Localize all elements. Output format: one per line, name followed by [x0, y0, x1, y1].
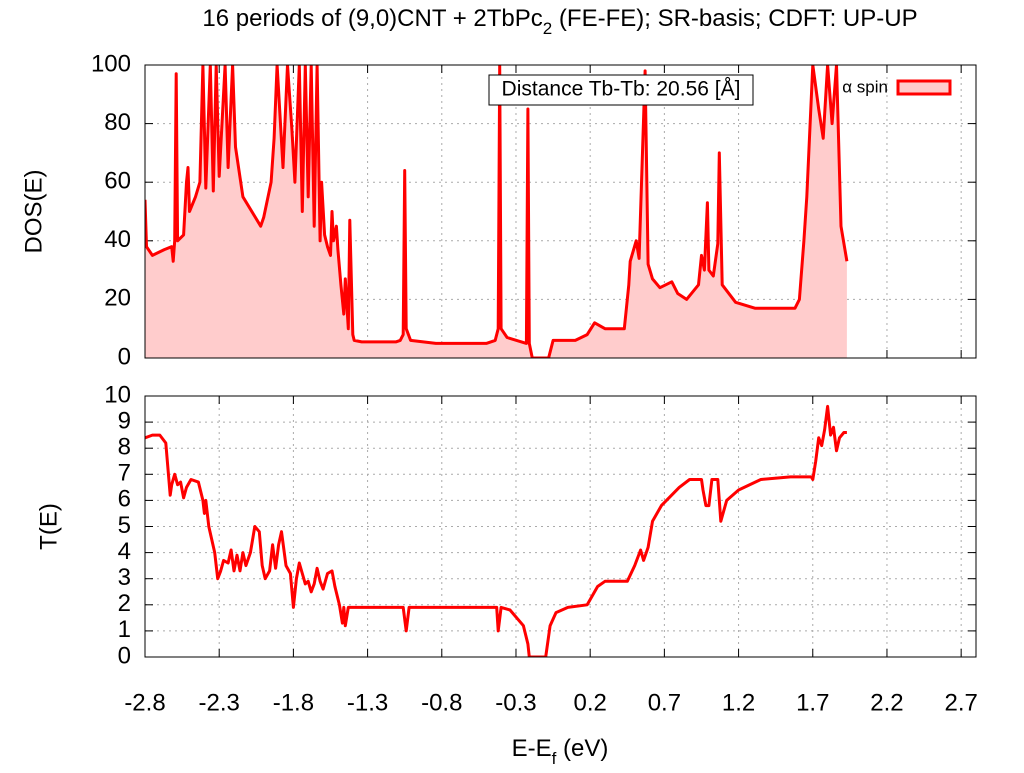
title-subscript: 2: [543, 19, 552, 38]
x-tick-label: -1.8: [273, 689, 314, 716]
y-tick-label: 60: [104, 168, 131, 195]
y-axis-label: DOS(E): [20, 170, 47, 254]
y-tick-label: 0: [118, 642, 131, 669]
x-tick-label: -0.3: [495, 689, 536, 716]
y-tick-label: 100: [91, 50, 131, 77]
x-tick-label: 2.2: [870, 689, 903, 716]
y-tick-label: 0: [118, 343, 131, 370]
annotation-box: [488, 74, 754, 106]
x-label-text: E-E: [512, 735, 552, 762]
y-tick-label: 4: [118, 538, 131, 565]
y-tick-label: 8: [118, 434, 131, 461]
y-tick-label: 9: [118, 407, 131, 434]
plot-frame: [144, 64, 977, 359]
line: [145, 65, 849, 358]
y-tick-label: 2: [118, 590, 131, 617]
legend-label: α spin: [842, 77, 888, 96]
title-text: 16 periods of (9,0)CNT + 2TbPc: [202, 5, 542, 32]
annotation: Distance Tb-Tb: 20.56 [Å]: [502, 78, 741, 101]
y-tick-label: 10: [104, 381, 131, 408]
x-tick-label: -1.3: [347, 689, 388, 716]
x-tick-label: 1.2: [722, 689, 755, 716]
x-tick-label: -0.8: [421, 689, 462, 716]
y-tick-label: 6: [118, 486, 131, 513]
y-tick-label: 3: [118, 564, 131, 591]
x-tick-label: 2.7: [944, 689, 977, 716]
x-tick-label: 0.7: [648, 689, 681, 716]
x-label-subscript: f: [552, 749, 557, 768]
x-tick-label: -2.8: [124, 689, 165, 716]
y-tick-label: 1: [118, 616, 131, 643]
x-tick-label: 0.2: [573, 689, 606, 716]
y-tick-label: 5: [118, 512, 131, 539]
plot-frame: [144, 395, 977, 658]
line: [145, 404, 847, 657]
legend-swatch: [896, 79, 952, 96]
y-tick-label: 7: [118, 460, 131, 487]
y-tick-label: 40: [104, 226, 131, 253]
y-tick-label: 80: [104, 109, 131, 136]
y-axis-label: T(E): [35, 503, 62, 550]
title-text: (FE-FE); SR-basis; CDFT: UP-UP: [552, 5, 917, 32]
x-tick-label: 1.7: [796, 689, 829, 716]
x-tick-label: -2.3: [199, 689, 240, 716]
area: [145, 65, 847, 358]
chart-title: 16 periods of (9,0)CNT + 2TbPc2 (FE-FE);…: [202, 5, 917, 38]
x-label-text: (eV): [556, 735, 608, 762]
x-axis-label: E-Ef (eV): [512, 735, 609, 768]
y-tick-label: 20: [104, 285, 131, 312]
